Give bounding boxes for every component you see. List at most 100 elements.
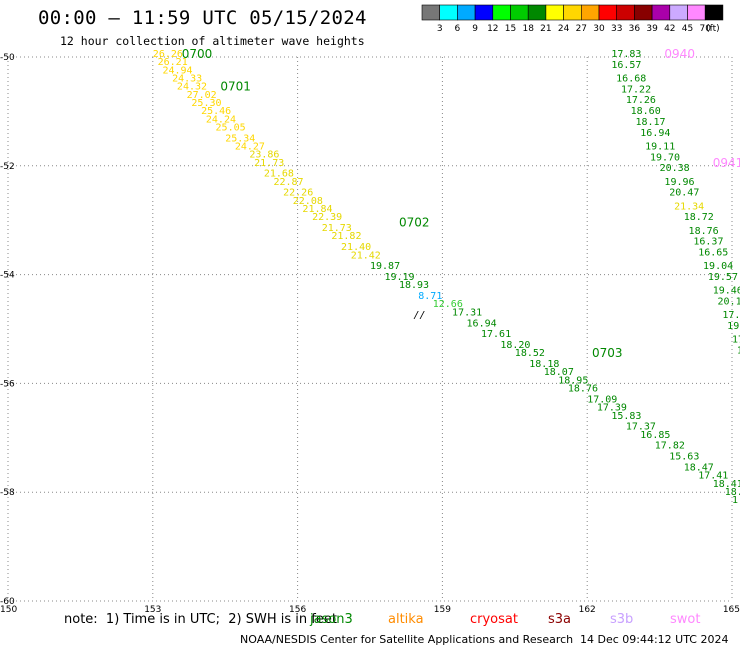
legend-swatch xyxy=(669,4,688,21)
legend-tick-label: 9 xyxy=(472,24,478,34)
swh-label: 19.87 xyxy=(370,261,400,272)
swh-label: 19.42 xyxy=(727,321,740,332)
swh-label: 17.22 xyxy=(621,84,651,95)
satellite-name: s3b xyxy=(610,612,634,627)
swh-label: 18.20 xyxy=(500,340,530,351)
swh-label: 17.31 xyxy=(452,307,482,318)
legend-tick-label: 33 xyxy=(611,24,622,34)
swh-label: 18.72 xyxy=(684,212,714,223)
legend-swatch xyxy=(492,4,511,21)
swh-label: 23.86 xyxy=(249,150,279,161)
legend-tick-label: 15 xyxy=(505,24,516,34)
swh-label: 22.26 xyxy=(283,188,313,199)
swh-label: 17.40 xyxy=(732,335,740,346)
legend-swatch xyxy=(545,4,564,21)
swh-label: 19.04 xyxy=(703,261,733,272)
swh-label: 18.76 xyxy=(689,226,719,237)
swh-label: 25.05 xyxy=(216,122,246,133)
legend-tick-label: 6 xyxy=(455,24,461,34)
legend-unit: (ft) xyxy=(706,24,720,34)
legend-swatch xyxy=(598,4,618,21)
pass-label: 0701 xyxy=(220,80,251,94)
y-tick-label: -54 xyxy=(0,271,15,281)
swh-label: 17.39 xyxy=(597,403,627,414)
swh-label: 18.07 xyxy=(544,367,574,378)
swh-label: 25.30 xyxy=(191,98,221,109)
swh-label: 19.19 xyxy=(384,272,414,283)
x-tick-label: 159 xyxy=(434,605,451,615)
y-tick-label: -60 xyxy=(0,597,15,607)
swh-label: 24.33 xyxy=(172,73,202,84)
legend-swatch xyxy=(704,4,724,21)
swh-label: 18.47 xyxy=(684,462,714,473)
swh-label: 24.32 xyxy=(177,82,207,93)
satellite-name: swot xyxy=(670,612,701,627)
grid xyxy=(7,56,733,602)
swh-label: 17.9 xyxy=(737,345,740,356)
legend-swatch xyxy=(634,4,653,21)
swh-label: 1 xyxy=(732,495,738,506)
swh-label: 17.61 xyxy=(481,329,511,340)
y-tick-label: -58 xyxy=(0,488,15,498)
swh-label: 21.82 xyxy=(331,231,361,242)
legend-tick-label: 27 xyxy=(576,24,587,34)
y-tick-label: -56 xyxy=(0,379,15,389)
legend-tick-label: 30 xyxy=(593,24,605,34)
pass-label: 0702 xyxy=(399,216,430,230)
swh-label: 18.93 xyxy=(399,280,429,291)
swh-label: 17.83 xyxy=(611,49,641,60)
footer-credit: NOAA/NESDIS Center for Satellite Applica… xyxy=(240,633,574,646)
swh-label: 26.26 xyxy=(153,49,183,60)
legend-swatch xyxy=(687,4,706,21)
swh-label: 27.02 xyxy=(187,90,217,101)
swh-label: 17.37 xyxy=(626,422,656,433)
legend-swatch xyxy=(651,4,671,21)
legend-tick-label: 21 xyxy=(540,24,551,34)
footer-timestamp: 14 Dec 09:44:12 UTC 2024 xyxy=(580,633,729,646)
pass-label: 0700 xyxy=(182,47,213,61)
swh-label: 19.96 xyxy=(664,177,694,188)
swh-label: 24.94 xyxy=(162,65,192,76)
swh-label: 17.26 xyxy=(626,95,656,106)
swh-label: 20.38 xyxy=(660,163,690,174)
swh-label: 18.2 xyxy=(725,487,740,498)
swh-label: 21.34 xyxy=(674,201,704,212)
legend-tick-label: 70 xyxy=(699,24,711,34)
swh-label: 22.39 xyxy=(312,212,342,223)
note-text: note: 1) Time is in UTC; 2) SWH is in fe… xyxy=(64,612,337,627)
swh-label: 16.94 xyxy=(640,128,670,139)
swh-label: 12.66 xyxy=(433,299,463,310)
swh-label: 18.95 xyxy=(558,375,588,386)
swh-label: 21.40 xyxy=(341,242,371,253)
swh-label: 16.68 xyxy=(616,73,646,84)
swh-label: 18.60 xyxy=(631,106,661,117)
legend-tick-label: 36 xyxy=(629,24,641,34)
swh-label: 18.52 xyxy=(515,348,545,359)
pass-label: 0941 xyxy=(713,156,740,170)
swh-label: 22.87 xyxy=(273,177,303,188)
legend-swatch xyxy=(616,4,635,21)
swh-label: 17.41 xyxy=(698,471,728,482)
y-tick-label: -52 xyxy=(0,162,15,172)
pass-labels: 0700 0701 0702 0703 0940 0941 xyxy=(182,47,740,360)
swh-label: 24.27 xyxy=(235,141,265,152)
satellite-name: cryosat xyxy=(470,612,518,627)
x-tick-label: 165 xyxy=(723,605,740,615)
swh-label: 8.71 xyxy=(418,291,442,302)
pass-label: 0703 xyxy=(592,346,623,360)
swh-label: 18.18 xyxy=(529,359,559,370)
swh-label: 17.09 xyxy=(587,394,617,405)
swh-label: 18.17 xyxy=(635,117,665,128)
legend-swatch xyxy=(510,4,529,21)
swh-label: 19.46 xyxy=(713,286,740,297)
legend-swatch xyxy=(457,4,476,21)
chart-subtitle: 12 hour collection of altimeter wave hei… xyxy=(60,34,365,48)
data-labels: 26.2626.2124.9424.3324.3227.0225.3025.46… xyxy=(153,49,740,506)
swh-label: 21.73 xyxy=(254,158,284,169)
swh-label: 24.24 xyxy=(206,114,236,125)
pass-label: 0940 xyxy=(664,47,695,61)
swh-label: 22.08 xyxy=(293,196,323,207)
swh-label: 16.37 xyxy=(693,237,723,248)
y-tick-label: -50 xyxy=(0,53,15,63)
